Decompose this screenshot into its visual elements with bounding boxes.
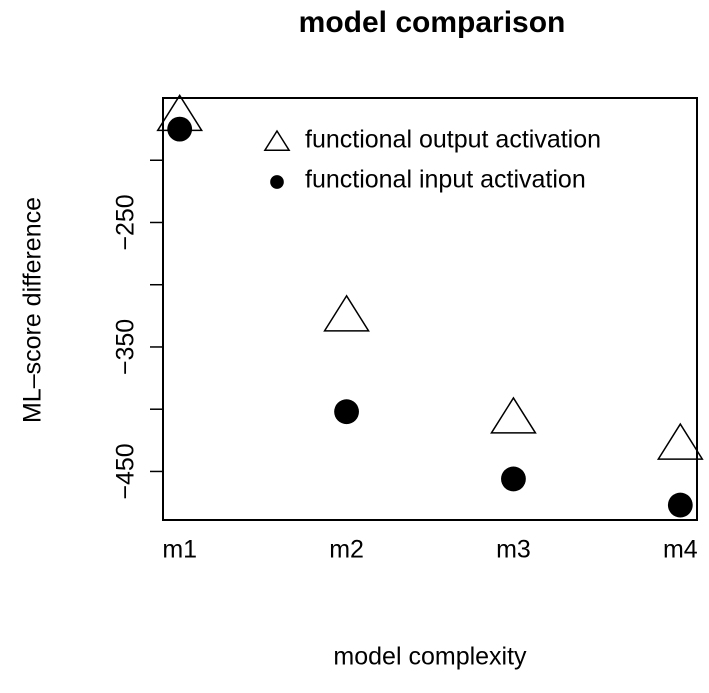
point <box>501 466 526 492</box>
legend-symbol <box>263 129 291 151</box>
legend-symbol <box>270 175 284 189</box>
point <box>334 399 359 425</box>
x-axis-label: model complexity <box>333 643 527 671</box>
y-tick-label: −250 <box>112 194 140 250</box>
point <box>667 492 693 518</box>
plot-frame <box>162 97 698 521</box>
point <box>490 396 537 434</box>
chart-title: model comparison <box>299 6 566 39</box>
y-tick-label: −350 <box>112 319 140 375</box>
y-axis-label: ML–score difference <box>19 197 47 423</box>
y-tick-label: −450 <box>112 443 140 499</box>
legend-label: functional output activation <box>305 126 601 154</box>
legend-label: functional input activation <box>305 166 586 194</box>
x-tick-label: m4 <box>663 536 698 564</box>
x-tick-label: m2 <box>329 536 364 564</box>
point <box>656 422 704 460</box>
point <box>167 116 193 142</box>
point <box>323 294 370 332</box>
x-tick-label: m1 <box>162 536 197 564</box>
x-tick-label: m3 <box>496 536 531 564</box>
